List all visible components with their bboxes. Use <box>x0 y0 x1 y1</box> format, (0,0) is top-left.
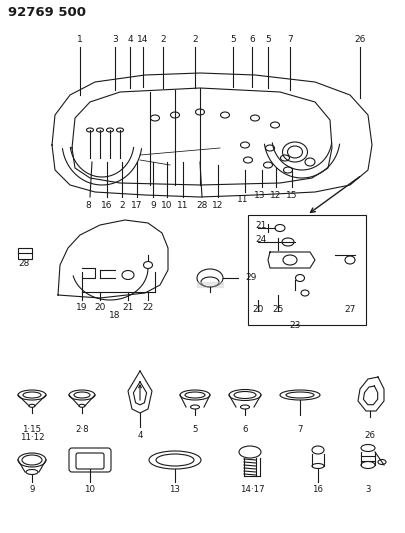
Text: 5: 5 <box>265 36 271 44</box>
Text: 3: 3 <box>365 486 371 495</box>
Text: 21: 21 <box>122 303 134 311</box>
Text: 8: 8 <box>85 200 91 209</box>
Text: 5: 5 <box>230 36 236 44</box>
Text: 20: 20 <box>94 303 106 311</box>
Text: 2: 2 <box>160 36 166 44</box>
Text: 16: 16 <box>101 200 113 209</box>
Text: 17: 17 <box>131 200 143 209</box>
Text: 15: 15 <box>286 190 298 199</box>
Text: 18: 18 <box>109 311 121 320</box>
Text: 3: 3 <box>112 36 118 44</box>
Text: 5: 5 <box>192 425 198 434</box>
Text: 2: 2 <box>119 200 125 209</box>
Text: 12: 12 <box>270 190 282 199</box>
Text: 14: 14 <box>137 36 149 44</box>
Text: 6: 6 <box>242 425 248 434</box>
Text: 11: 11 <box>177 200 189 209</box>
Text: 13: 13 <box>254 190 266 199</box>
Text: 10: 10 <box>161 200 173 209</box>
Text: 1: 1 <box>77 36 83 44</box>
Bar <box>248 215 366 325</box>
Text: 13: 13 <box>170 486 181 495</box>
Text: 2: 2 <box>192 36 198 44</box>
Text: 27: 27 <box>344 305 356 314</box>
Text: 25: 25 <box>272 305 284 314</box>
Text: 7: 7 <box>287 36 293 44</box>
Text: 4: 4 <box>137 432 143 440</box>
Text: 22: 22 <box>143 303 153 311</box>
Text: 10: 10 <box>85 486 96 495</box>
Text: 28: 28 <box>196 200 208 209</box>
Text: 92769 500: 92769 500 <box>8 5 86 19</box>
Text: 26: 26 <box>364 432 375 440</box>
Text: 9: 9 <box>150 200 156 209</box>
Text: 1·15: 1·15 <box>22 425 42 434</box>
Text: 21: 21 <box>255 221 266 230</box>
Text: 16: 16 <box>313 486 324 495</box>
Text: 6: 6 <box>249 36 255 44</box>
Text: 11·12: 11·12 <box>20 433 44 442</box>
Text: 12: 12 <box>212 200 224 209</box>
Text: 24: 24 <box>255 236 266 245</box>
Text: 2·8: 2·8 <box>75 425 89 434</box>
Bar <box>18 248 32 259</box>
Text: 19: 19 <box>76 303 88 311</box>
Text: 4: 4 <box>127 36 133 44</box>
Text: 29: 29 <box>245 273 256 282</box>
Text: 23: 23 <box>289 320 301 329</box>
Text: 11: 11 <box>237 196 249 205</box>
Text: 20: 20 <box>252 305 264 314</box>
Text: 7: 7 <box>297 425 303 434</box>
Text: 28: 28 <box>18 260 30 269</box>
Text: 26: 26 <box>354 36 366 44</box>
Text: 9: 9 <box>29 486 35 495</box>
Text: 14·17: 14·17 <box>240 486 264 495</box>
